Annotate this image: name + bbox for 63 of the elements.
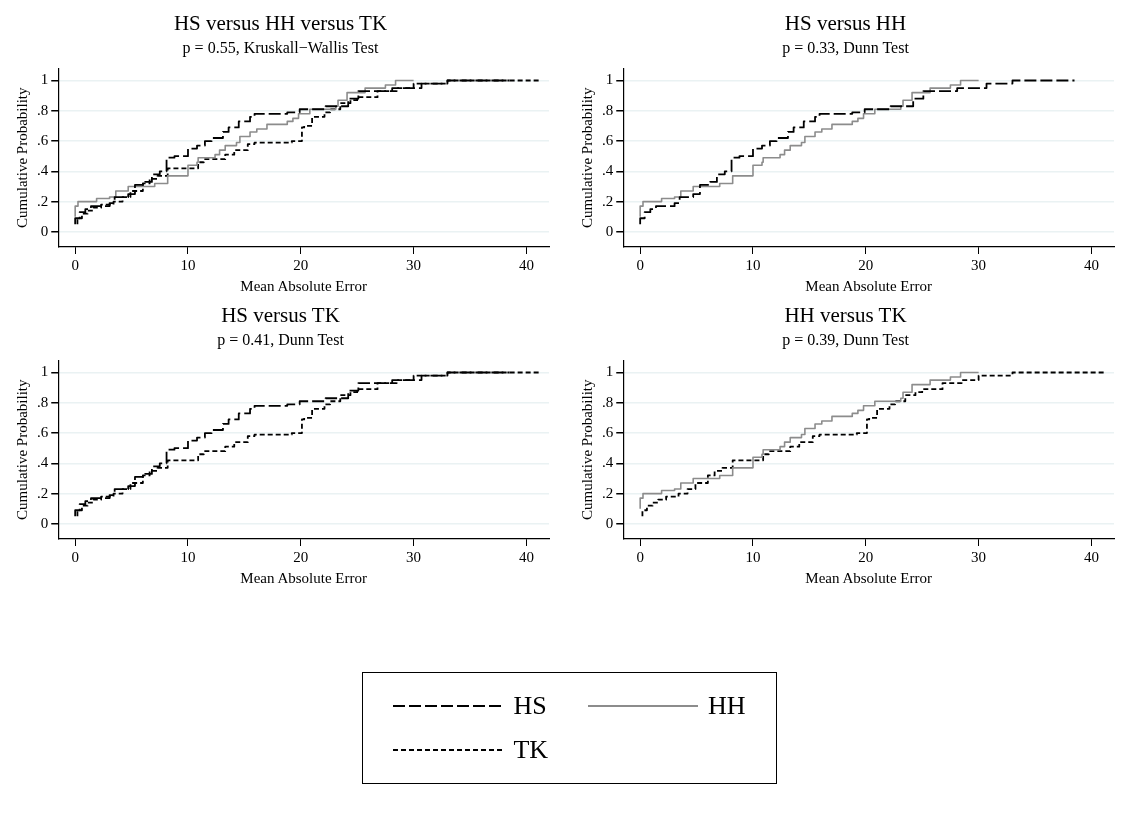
y-tick-label: 0 [605, 222, 614, 239]
y-tick-label: 1 [605, 71, 614, 88]
y-tick-label: .8 [37, 393, 49, 410]
y-tick-label: .6 [37, 423, 49, 440]
y-tick-label: .6 [37, 131, 49, 148]
x-tick-label: 10 [745, 256, 761, 273]
chart-title: HH versus TK [784, 303, 907, 328]
legend-label: HH [708, 691, 746, 721]
y-tick-label: .4 [602, 162, 614, 179]
y-tick-label: .4 [37, 454, 49, 471]
chart-title: HS versus HH versus TK [173, 11, 388, 36]
x-axis-title: Mean Absolute Error [805, 277, 932, 294]
chart-subtitle: p = 0.39, Dunn Test [782, 331, 910, 349]
chart-title: HS versus HH [784, 11, 907, 36]
y-tick-label: .4 [37, 162, 49, 179]
x-axis-title: Mean Absolute Error [240, 569, 367, 586]
x-tick-label: 10 [180, 256, 196, 273]
y-axis-title: Cumulative Probability [13, 379, 30, 520]
y-tick-label: 1 [40, 363, 49, 380]
y-tick-label: .8 [602, 101, 614, 118]
x-tick-label: 20 [858, 548, 874, 565]
x-tick-label: 10 [180, 548, 196, 565]
y-tick-label: .8 [37, 101, 49, 118]
x-tick-label: 20 [858, 256, 874, 273]
y-tick-label: 1 [40, 71, 49, 88]
x-tick-label: 30 [971, 548, 987, 565]
y-tick-label: 0 [40, 222, 49, 239]
y-tick-label: .2 [602, 484, 614, 501]
chart-title: HS versus TK [221, 303, 340, 328]
x-tick-label: 0 [636, 256, 644, 273]
x-tick-label: 20 [293, 256, 309, 273]
x-tick-label: 40 [1083, 548, 1099, 565]
y-tick-label: .2 [37, 192, 49, 209]
x-tick-label: 30 [406, 256, 422, 273]
x-tick-label: 20 [293, 548, 309, 565]
x-tick-label: 40 [1083, 256, 1099, 273]
x-tick-label: 0 [71, 256, 79, 273]
x-axis-title: Mean Absolute Error [240, 277, 367, 294]
y-tick-label: 0 [40, 514, 49, 531]
x-tick-label: 30 [406, 548, 422, 565]
x-tick-label: 30 [971, 256, 987, 273]
y-axis-title: Cumulative Probability [13, 87, 30, 228]
x-tick-label: 40 [518, 548, 534, 565]
legend-label: TK [513, 735, 549, 765]
y-tick-label: .6 [602, 423, 614, 440]
y-axis-title: Cumulative Probability [578, 87, 595, 228]
chart-subtitle: p = 0.41, Dunn Test [217, 331, 345, 349]
x-tick-label: 0 [636, 548, 644, 565]
y-tick-label: 0 [605, 514, 614, 531]
x-tick-label: 40 [518, 256, 534, 273]
chart-subtitle: p = 0.33, Dunn Test [782, 39, 910, 57]
y-tick-label: .2 [37, 484, 49, 501]
x-tick-label: 10 [745, 548, 761, 565]
y-axis-title: Cumulative Probability [578, 379, 595, 520]
chart-subtitle: p = 0.55, Kruskall−Wallis Test [182, 39, 379, 57]
x-axis-title: Mean Absolute Error [805, 569, 932, 586]
y-tick-label: 1 [605, 363, 614, 380]
y-tick-label: .2 [602, 192, 614, 209]
x-tick-label: 0 [71, 548, 79, 565]
y-tick-label: .6 [602, 131, 614, 148]
y-tick-label: .8 [602, 393, 614, 410]
y-tick-label: .4 [602, 454, 614, 471]
legend-label: HS [513, 691, 547, 721]
